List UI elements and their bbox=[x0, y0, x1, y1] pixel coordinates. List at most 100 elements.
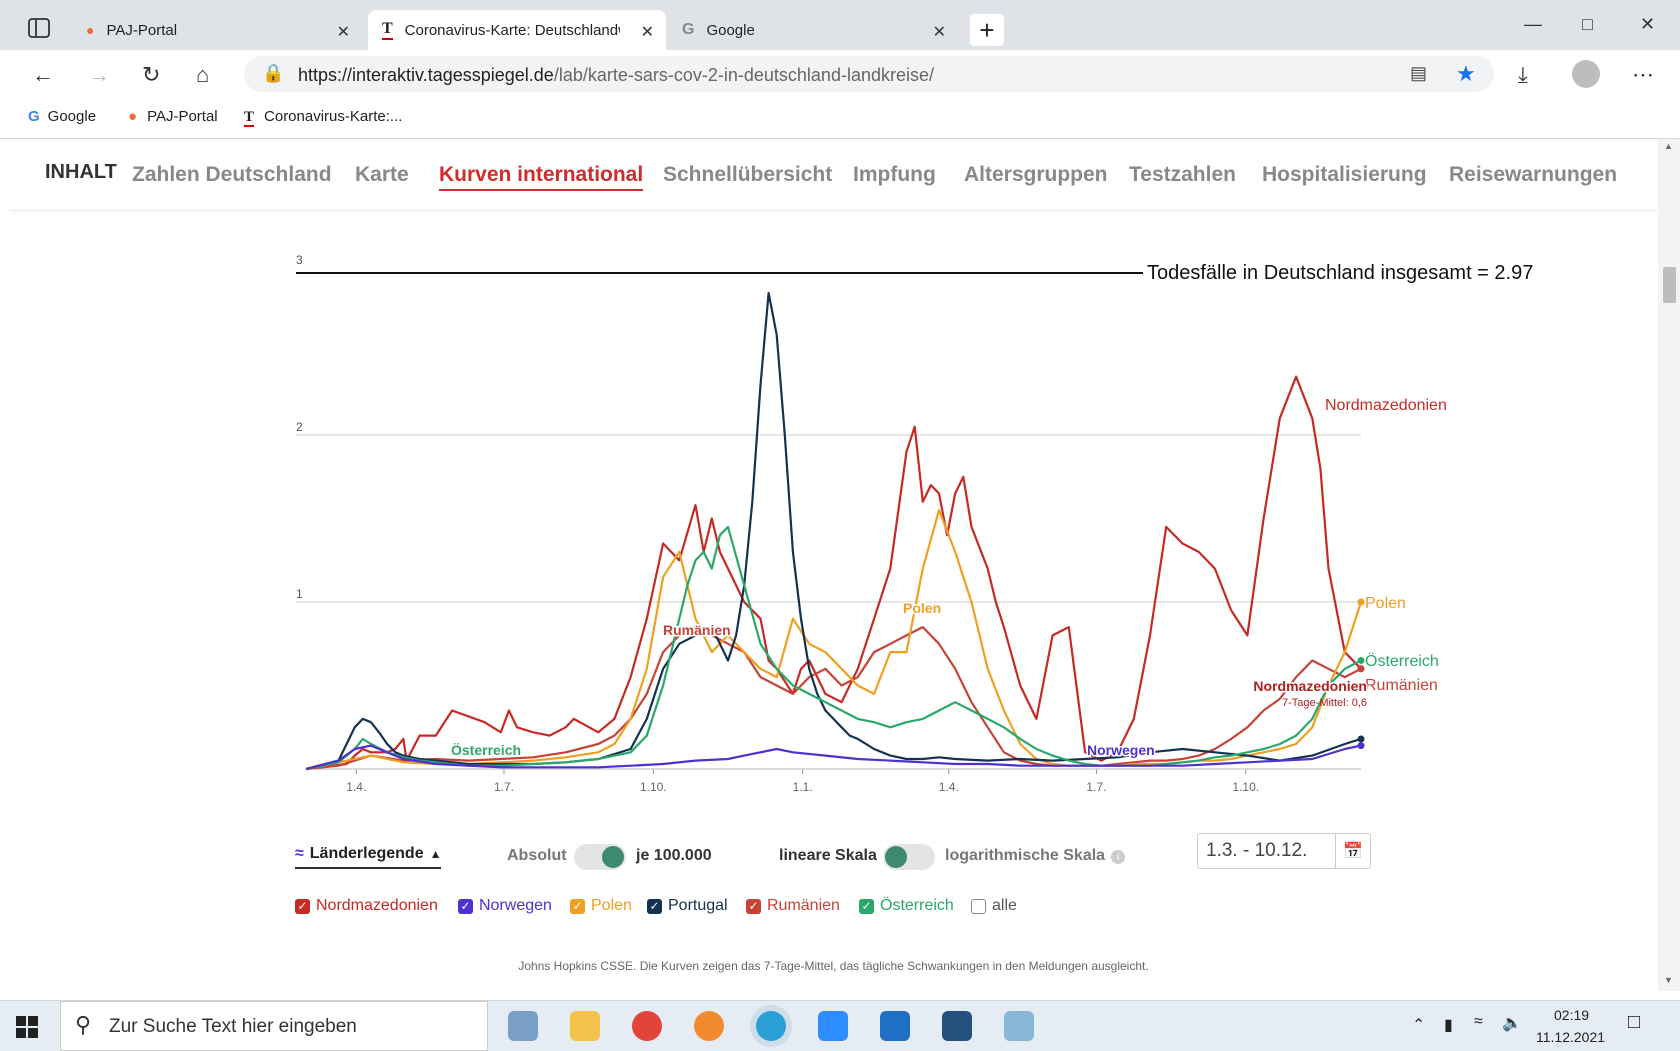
bookmark-paj-portal[interactable]: ● PAJ-Portal bbox=[128, 108, 218, 125]
volume-icon[interactable]: 🔈 bbox=[1502, 1015, 1522, 1032]
date-range-input[interactable]: 1.3. - 10.12. 📅 bbox=[1197, 833, 1371, 869]
zoom-icon[interactable] bbox=[818, 1011, 848, 1041]
tab-actions-icon[interactable] bbox=[28, 18, 50, 38]
series-end-point bbox=[1357, 656, 1365, 664]
inhalt-label: INHALT bbox=[45, 161, 117, 183]
file-explorer-icon[interactable] bbox=[570, 1011, 600, 1041]
immersive-reader-icon[interactable]: ▤ bbox=[1410, 63, 1428, 83]
url-text: https://interaktiv.tagesspiegel.de/lab/k… bbox=[298, 65, 934, 85]
bookmark-google[interactable]: G Google bbox=[28, 108, 97, 125]
checkbox-rumaenien[interactable]: ✓ Rumänien bbox=[746, 897, 840, 915]
section-nav: INHALT Zahlen Deutschland Karte Kurven i… bbox=[9, 139, 1658, 209]
checkbox-norwegen[interactable]: ✓ Norwegen bbox=[458, 897, 552, 915]
checkbox-polen[interactable]: ✓ Polen bbox=[570, 897, 632, 915]
lock-icon: 🔒 bbox=[262, 63, 285, 83]
clock-time[interactable]: 02:19 bbox=[1554, 1007, 1590, 1023]
nav-zahlen-deutschland[interactable]: Zahlen Deutschland bbox=[132, 163, 332, 186]
page-content: INHALT Zahlen Deutschland Karte Kurven i… bbox=[9, 139, 1658, 991]
laenderlegende-toggle[interactable]: ≈ Länderlegende ▲ bbox=[295, 845, 442, 869]
tab-google[interactable]: G Google ✕ bbox=[668, 10, 958, 50]
per100k-label: je 100.000 bbox=[636, 847, 712, 864]
absolute-per100k-switch[interactable] bbox=[574, 844, 626, 870]
close-icon[interactable]: ✕ bbox=[932, 24, 946, 41]
nav-testzahlen[interactable]: Testzahlen bbox=[1129, 163, 1236, 186]
nav-schnelluebersicht[interactable]: Schnellübersicht bbox=[663, 163, 833, 186]
info-icon[interactable]: i bbox=[1111, 850, 1125, 864]
nav-hospitalisierung[interactable]: Hospitalisierung bbox=[1262, 163, 1427, 186]
close-icon[interactable]: ✕ bbox=[336, 24, 350, 41]
switch-knob bbox=[602, 846, 624, 868]
close-icon[interactable]: ✕ bbox=[640, 24, 654, 41]
triangle-up-icon: ▲ bbox=[429, 847, 442, 861]
maximize-icon[interactable]: □ bbox=[1582, 14, 1593, 34]
series-line-portugal bbox=[305, 291, 1362, 771]
clock-date[interactable]: 11.12.2021 bbox=[1536, 1029, 1606, 1045]
series-label: Polen bbox=[903, 600, 941, 616]
tab-paj-portal[interactable]: ● PAJ-Portal ✕ bbox=[72, 10, 362, 50]
nav-karte[interactable]: Karte bbox=[355, 163, 409, 186]
calendar-icon[interactable]: 📅 bbox=[1335, 834, 1370, 868]
date-range-value: 1.3. - 10.12. bbox=[1206, 840, 1308, 861]
tagesspiegel-logo-icon: T bbox=[244, 109, 255, 127]
scale-switch[interactable] bbox=[883, 844, 935, 870]
checkbox-alle[interactable]: alle bbox=[971, 897, 1017, 915]
scroll-thumb[interactable] bbox=[1663, 267, 1676, 303]
search-placeholder: Zur Suche Text hier eingeben bbox=[109, 1016, 357, 1037]
scroll-down-icon[interactable]: ▼ bbox=[1664, 975, 1673, 985]
series-label: Rumänien bbox=[1365, 677, 1438, 694]
firefox-icon[interactable] bbox=[694, 1011, 724, 1041]
checkbox-label: Polen bbox=[591, 897, 632, 914]
nav-altersgruppen[interactable]: Altersgruppen bbox=[964, 163, 1108, 186]
reload-icon[interactable]: ↻ bbox=[142, 62, 161, 87]
pc-icon[interactable] bbox=[508, 1011, 538, 1041]
windows-start-icon[interactable] bbox=[16, 1016, 38, 1038]
windows-taskbar: ⚲ Zur Suche Text hier eingeben ⌃ ▮ ≈ 🔈 0… bbox=[0, 1000, 1680, 1051]
tab-coronavirus-karte[interactable]: T Coronavirus-Karte: Deutschlandw ✕ bbox=[368, 10, 666, 50]
x-tick-label: 1.4. bbox=[346, 780, 366, 794]
log-scale-label: logarithmische Skala bbox=[945, 847, 1106, 864]
series-label: Norwegen bbox=[1087, 742, 1155, 758]
scroll-up-icon[interactable]: ▲ bbox=[1664, 141, 1673, 151]
more-menu-icon[interactable]: ⋯ bbox=[1632, 62, 1654, 87]
tooltip-detail: 7-Tage-Mittel: 0,6 bbox=[1282, 697, 1367, 709]
url-field[interactable]: 🔒 https://interaktiv.tagesspiegel.de/lab… bbox=[244, 56, 1494, 92]
avatar[interactable] bbox=[1572, 60, 1600, 88]
checkbox-portugal[interactable]: ✓ Portugal bbox=[647, 897, 728, 915]
edge-icon[interactable] bbox=[756, 1011, 786, 1041]
page-scrollbar[interactable]: ▲ ▼ bbox=[1658, 139, 1680, 991]
tooltip-title: Nordmazedonien bbox=[1253, 678, 1367, 694]
chevron-up-icon[interactable]: ⌃ bbox=[1412, 1017, 1426, 1034]
favorite-star-icon[interactable]: ★ bbox=[1456, 61, 1476, 86]
series-end-point bbox=[1357, 598, 1365, 606]
home-icon[interactable]: ⌂ bbox=[196, 62, 210, 87]
window-close-icon[interactable]: ✕ bbox=[1640, 14, 1656, 34]
back-arrow-icon[interactable]: ← bbox=[32, 62, 54, 87]
photos-icon[interactable] bbox=[942, 1011, 972, 1041]
mail-icon[interactable] bbox=[880, 1011, 910, 1041]
download-icon[interactable]: ⤓ bbox=[1518, 62, 1528, 87]
new-tab-button[interactable]: + bbox=[970, 14, 1004, 46]
nav-kurven-international[interactable]: Kurven international bbox=[439, 163, 644, 191]
nav-impfung[interactable]: Impfung bbox=[853, 163, 936, 186]
line-chart: 3 2 1 Todesfälle in Deutschland insgesamt =… bbox=[296, 253, 1533, 794]
taskbar-search[interactable]: ⚲ Zur Suche Text hier eingeben bbox=[60, 1001, 488, 1051]
forward-arrow-icon[interactable]: → bbox=[88, 62, 110, 87]
checkbox-oesterreich[interactable]: ✓ Österreich bbox=[859, 897, 954, 915]
chrome-icon[interactable] bbox=[632, 1011, 662, 1041]
browser-tab-bar: ● PAJ-Portal ✕ T Coronavirus-Karte: Deut… bbox=[0, 0, 1680, 50]
series-end-point bbox=[1357, 665, 1365, 673]
minimize-icon[interactable]: — bbox=[1524, 14, 1542, 34]
checkbox-label: alle bbox=[992, 897, 1017, 914]
app-icon[interactable] bbox=[1004, 1011, 1034, 1041]
tagesspiegel-logo-icon: T bbox=[382, 20, 393, 40]
notification-icon[interactable]: □ bbox=[1628, 1011, 1641, 1033]
bookmark-coronavirus-karte[interactable]: T Coronavirus-Karte:... bbox=[244, 108, 403, 127]
wifi-icon[interactable]: ≈ bbox=[1474, 1013, 1483, 1030]
checkbox-box: ✓ bbox=[746, 898, 761, 914]
battery-icon[interactable]: ▮ bbox=[1444, 1017, 1453, 1034]
checkbox-nordmazedonien[interactable]: ✓ Nordmazedonien bbox=[295, 897, 438, 915]
checkbox-label: Österreich bbox=[880, 897, 954, 914]
switch-knob bbox=[885, 846, 907, 868]
nav-reisewarnungen[interactable]: Reisewarnungen bbox=[1449, 163, 1618, 186]
checkbox-label: Rumänien bbox=[767, 897, 840, 914]
